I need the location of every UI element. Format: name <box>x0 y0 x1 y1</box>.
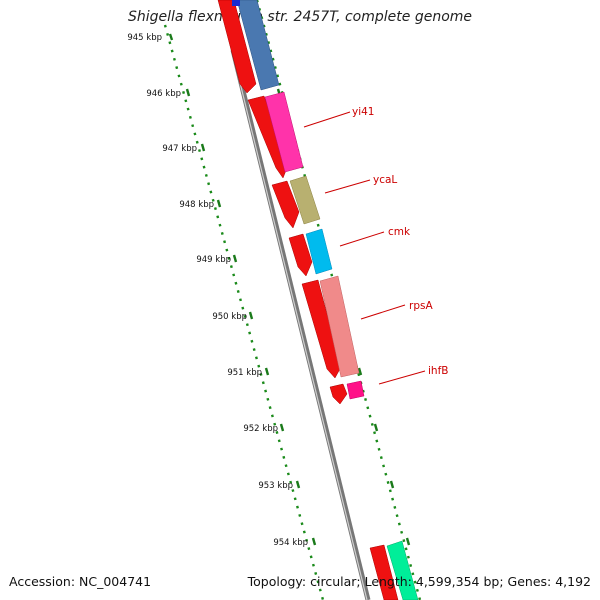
gene-label-rpsA: rpsA <box>409 300 433 312</box>
tick-mark <box>200 143 206 152</box>
leader-line-cmk <box>339 231 385 247</box>
cds-track <box>217 0 399 600</box>
tick-label: 953 kbp <box>258 481 293 491</box>
tick-mark <box>216 199 222 208</box>
tick-label: 947 kbp <box>162 144 197 154</box>
tick-952: 952 kbp <box>243 423 379 434</box>
tick-label: 951 kbp <box>227 368 262 378</box>
blue-gene-block-top <box>232 0 240 6</box>
tick-label: 954 kbp <box>273 538 308 548</box>
ihfB-gene-block <box>346 380 365 400</box>
tick-label: 946 kbp <box>146 89 181 99</box>
cds-arrow <box>369 544 399 600</box>
gene-label-yi41: yi41 <box>352 106 375 118</box>
gene-labels: yi41 ycaL cmk rpsA ihfB <box>303 106 448 385</box>
tick-label: 948 kbp <box>179 200 214 210</box>
blue-gene-block <box>236 0 280 91</box>
tick-mark-outer <box>357 367 363 376</box>
gene-label-cmk: cmk <box>388 226 411 238</box>
tick-mark <box>295 480 301 489</box>
tick-mark <box>232 254 238 263</box>
tick-label: 945 kbp <box>127 33 162 43</box>
ycaL-gene-block <box>289 175 321 225</box>
tick-mark <box>264 367 270 376</box>
genome-backbone <box>230 49 371 600</box>
map-title: Shigella flexneri 2a str. 2457T, complet… <box>127 9 473 25</box>
leader-line-ihfB <box>378 370 426 385</box>
tick-mark <box>185 88 191 97</box>
tick-951: 951 kbp <box>227 367 363 378</box>
tick-mark <box>279 423 285 432</box>
gene-track <box>232 0 419 600</box>
tick-953: 953 kbp <box>258 480 395 491</box>
tick-mark-outer <box>373 423 379 432</box>
teal-gene-block <box>386 540 419 600</box>
yi41-gene-block <box>264 91 304 173</box>
tick-label: 952 kbp <box>243 424 278 434</box>
cmk-gene-block <box>305 228 333 275</box>
cds-arrow <box>217 0 257 94</box>
tick-mark-outer <box>405 537 411 546</box>
tick-mark <box>311 537 317 546</box>
cds-arrow <box>288 233 313 277</box>
rpsA-gene-block <box>319 275 360 378</box>
tick-mark-outer <box>389 480 395 489</box>
gene-label-ycaL: ycaL <box>373 174 397 186</box>
cds-arrow <box>271 180 300 229</box>
leader-line-rpsA <box>360 304 406 320</box>
cds-arrow <box>301 279 342 379</box>
genome-summary-label: Topology: circular; Length: 4,599,354 bp… <box>247 574 591 589</box>
leader-line-ycaL <box>324 179 371 194</box>
tick-mark <box>248 311 254 320</box>
tick-label: 950 kbp <box>212 312 247 322</box>
genome-backbone-highlight <box>231 49 368 600</box>
tick-954: 954 kbp <box>273 537 411 548</box>
tick-mark <box>168 33 174 41</box>
gene-label-ihfB: ihfB <box>428 365 448 377</box>
accession-label: Accession: NC_004741 <box>9 574 152 589</box>
tick-label: 949 kbp <box>196 255 231 265</box>
leader-line-yi41 <box>303 111 351 128</box>
cds-arrow <box>329 383 348 405</box>
